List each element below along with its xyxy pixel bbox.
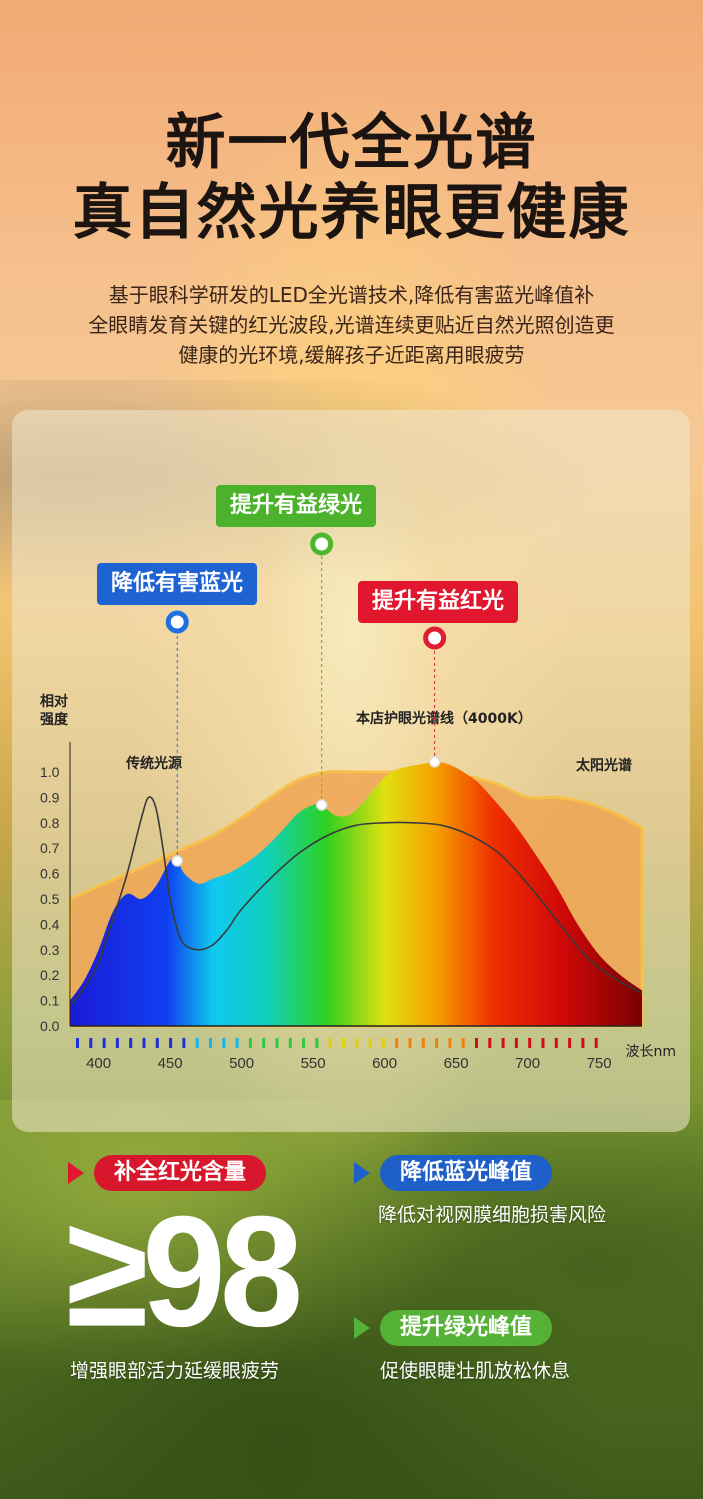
wavelength-tick	[594, 1038, 598, 1048]
y-tick-label: 0.0	[40, 1018, 60, 1034]
wavelength-tick	[461, 1038, 465, 1048]
wavelength-tick	[222, 1038, 226, 1048]
y-tick-label: 0.8	[40, 815, 60, 831]
data-point-red	[428, 756, 441, 768]
page-title-line2: 真自然光养眼更健康	[72, 178, 631, 248]
y-tick-label: 0.9	[40, 789, 60, 805]
wavelength-tick	[501, 1038, 505, 1048]
green-triangle-icon	[354, 1317, 370, 1339]
wavelength-tick	[528, 1038, 532, 1048]
x-tick-label: 400	[86, 1055, 111, 1072]
wavelength-tick	[355, 1038, 359, 1048]
x-tick-label: 600	[372, 1055, 397, 1072]
ring-marker-blue	[165, 610, 189, 634]
wavelength-tick	[195, 1038, 199, 1048]
wavelength-tick	[568, 1038, 572, 1048]
series-area-store	[70, 761, 642, 1026]
description-line: 基于眼科学研发的LED全光谱技术,降低有害蓝光峰值补	[108, 283, 595, 307]
blue-subtext: 降低对视网膜细胞损害风险	[378, 1204, 607, 1226]
annotation-sun: 太阳光谱	[576, 757, 632, 774]
ring-marker-green	[310, 532, 334, 556]
blue-triangle-icon	[354, 1162, 370, 1184]
annotation-store: 本店护眼光谱线（4000K）	[356, 710, 532, 727]
red-feature: 补全红光含量	[68, 1155, 267, 1191]
wavelength-tick	[475, 1038, 478, 1048]
red-triangle-icon	[68, 1162, 84, 1184]
wavelength-tick	[102, 1038, 106, 1048]
wavelength-tick	[209, 1038, 212, 1048]
wavelength-tick	[275, 1038, 279, 1048]
blue-pill: 降低蓝光峰值	[380, 1155, 553, 1191]
wavelength-tick	[235, 1038, 239, 1048]
data-point-green	[315, 799, 328, 811]
wavelength-tick	[368, 1038, 372, 1048]
y-tick-label: 0.4	[40, 916, 60, 932]
wavelength-tick	[169, 1038, 173, 1048]
x-tick-label: 450	[158, 1055, 183, 1072]
y-tick-label: 0.1	[40, 993, 60, 1009]
wavelength-tick	[182, 1038, 186, 1048]
y-tick-label: 0.2	[40, 967, 60, 983]
y-axis-label: 强度	[40, 711, 69, 728]
y-tick-label: 1.0	[40, 764, 60, 780]
wavelength-tick	[554, 1038, 558, 1048]
callout-boost-red: 提升有益红光	[358, 581, 519, 623]
y-tick-label: 0.6	[40, 866, 60, 882]
data-point-blue	[171, 855, 183, 867]
wavelength-tick	[488, 1038, 492, 1048]
y-tick-label: 0.7	[40, 840, 60, 856]
x-tick-label: 700	[515, 1055, 540, 1072]
wavelength-tick	[155, 1038, 159, 1048]
y-tick-label: 0.3	[40, 942, 60, 958]
wavelength-tick	[581, 1038, 585, 1048]
y-axis-label: 相对	[40, 693, 68, 710]
wavelength-tick	[381, 1038, 385, 1048]
wavelength-tick	[541, 1038, 545, 1048]
wavelength-tick	[288, 1038, 292, 1048]
blue-feature: 降低蓝光峰值	[354, 1155, 553, 1191]
x-tick-label: 750	[587, 1055, 612, 1072]
x-tick-label: 550	[301, 1055, 326, 1072]
callout-boost-green: 提升有益绿光	[216, 485, 377, 527]
wavelength-tick	[248, 1038, 252, 1048]
wavelength-tick	[395, 1038, 399, 1048]
big-value: ≥98	[66, 1182, 303, 1360]
green-pill: 提升绿光峰值	[380, 1310, 553, 1346]
wavelength-tick	[514, 1038, 518, 1048]
wavelength-tick	[76, 1038, 79, 1048]
page-title-line1: 新一代全光谱	[165, 108, 538, 178]
green-subtext: 促使眼睫壮肌放松休息	[380, 1360, 571, 1382]
description-line: 健康的光环境,缓解孩子近距离用眼疲劳	[178, 343, 525, 367]
wavelength-tick	[448, 1038, 452, 1048]
wavelength-tick	[302, 1038, 306, 1048]
x-axis-label: 波长nm	[625, 1044, 676, 1060]
wavelength-tick	[89, 1038, 93, 1048]
wavelength-tick	[142, 1038, 146, 1048]
series-line-traditional	[69, 796, 643, 1007]
callout-reduce-blue: 降低有害蓝光	[97, 563, 258, 605]
wavelength-tick	[262, 1038, 266, 1048]
description-line: 全眼睛发育关键的红光波段,光谱连续更贴近自然光照创造更	[88, 313, 615, 337]
annotation-traditional: 传统光源	[125, 755, 182, 772]
green-feature: 提升绿光峰值	[354, 1310, 553, 1346]
wavelength-tick	[421, 1038, 425, 1048]
ring-marker-red	[423, 626, 447, 650]
x-tick-label: 500	[229, 1055, 254, 1072]
wavelength-tick	[408, 1038, 412, 1048]
x-tick-label: 650	[444, 1055, 469, 1072]
wavelength-tick	[115, 1038, 119, 1048]
red-subtext: 增强眼部活力延缓眼疲劳	[70, 1360, 280, 1382]
red-pill: 补全红光含量	[94, 1155, 267, 1191]
wavelength-tick	[328, 1038, 332, 1048]
y-tick-label: 0.5	[40, 891, 60, 907]
wavelength-tick	[129, 1038, 133, 1048]
wavelength-tick	[342, 1038, 345, 1048]
wavelength-tick	[435, 1038, 439, 1048]
description: 基于眼科学研发的LED全光谱技术,降低有害蓝光峰值补 全眼睛发育关键的红光波段,…	[0, 280, 703, 370]
wavelength-tick	[315, 1038, 319, 1048]
